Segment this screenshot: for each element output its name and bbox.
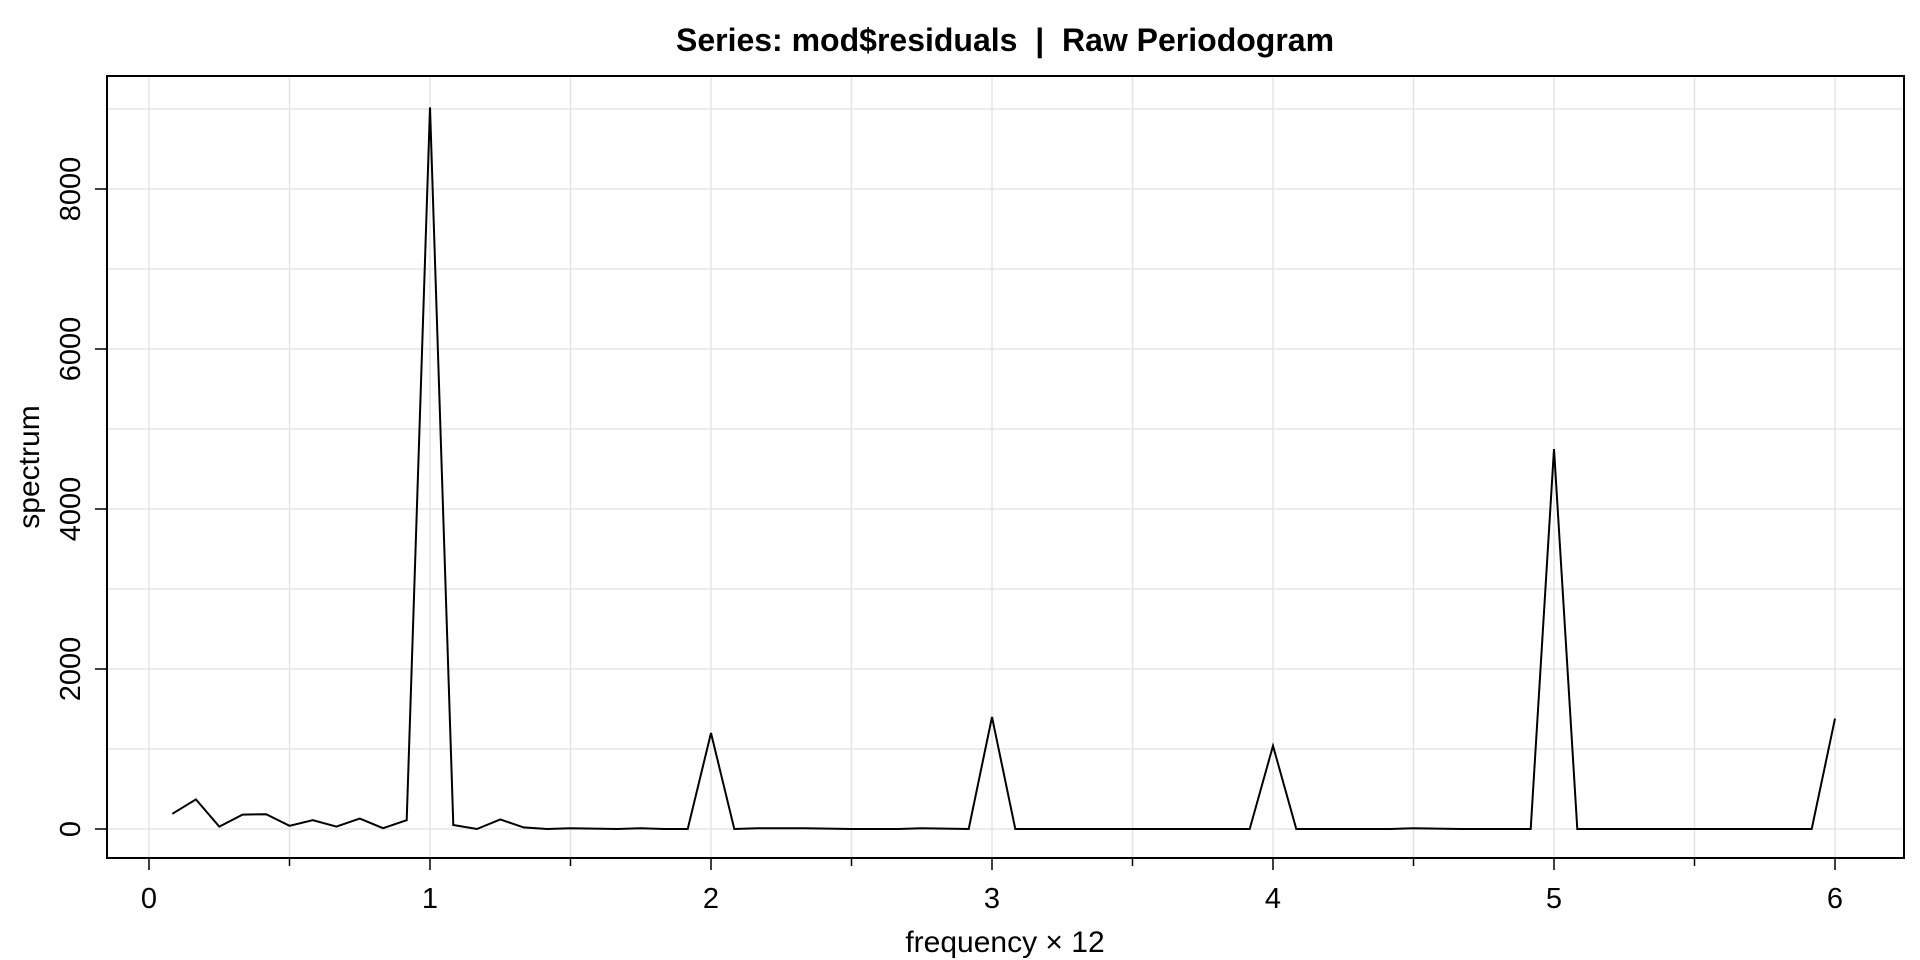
y-tick-label: 0 <box>55 821 87 837</box>
data-point <box>872 827 877 832</box>
x-tick-label: 6 <box>1827 883 1843 915</box>
data-point <box>193 797 198 802</box>
axes: 0 1 2 3 4 5 6 0 2000 4000 6000 8000 <box>55 157 1843 915</box>
data-point <box>217 824 222 829</box>
data-point <box>732 827 737 832</box>
data-point <box>451 823 456 828</box>
data-point <box>1036 827 1041 832</box>
y-tick-label: 2000 <box>55 637 87 702</box>
data-point <box>1434 826 1439 831</box>
data-point <box>1130 827 1135 832</box>
data-point <box>1715 827 1720 832</box>
data-point <box>1692 827 1697 832</box>
data-point <box>1341 827 1346 832</box>
x-tick-label: 4 <box>1265 883 1281 915</box>
data-point <box>287 823 292 828</box>
data-point <box>1200 827 1205 832</box>
data-point <box>1013 827 1018 832</box>
x-tick-label: 0 <box>141 883 157 915</box>
data-point <box>334 824 339 829</box>
data-point <box>849 827 854 832</box>
data-point <box>1645 827 1650 832</box>
data-point <box>966 827 971 832</box>
data-point <box>919 826 924 831</box>
data-point <box>1833 716 1838 721</box>
data-point <box>943 826 948 831</box>
data-point <box>1247 827 1252 832</box>
y-tick-label: 4000 <box>55 477 87 542</box>
data-point <box>1622 827 1627 832</box>
data-point <box>1505 827 1510 832</box>
data-point <box>498 817 503 822</box>
data-point <box>591 826 596 831</box>
series-group <box>170 105 1838 832</box>
data-point <box>896 827 901 832</box>
x-tick-label: 2 <box>703 883 719 915</box>
plot-frame <box>106 75 1905 859</box>
data-point <box>1317 827 1322 832</box>
data-point <box>1528 827 1533 832</box>
data-point <box>1153 827 1158 832</box>
x-tick-label: 3 <box>984 883 1000 915</box>
data-point <box>1481 827 1486 832</box>
data-point <box>381 826 386 831</box>
data-point <box>615 827 620 832</box>
data-point <box>1786 827 1791 832</box>
data-point <box>474 827 479 832</box>
data-point <box>1107 827 1112 832</box>
data-point <box>1575 827 1580 832</box>
data-point <box>638 826 643 831</box>
data-point <box>709 731 714 736</box>
data-point <box>755 826 760 831</box>
x-tick-label: 5 <box>1546 883 1562 915</box>
data-point <box>1552 447 1557 452</box>
x-axis-title: frequency × 12 <box>905 926 1104 959</box>
data-point <box>240 812 245 817</box>
x-tick-label: 1 <box>422 883 438 915</box>
data-point <box>1598 827 1603 832</box>
data-point <box>404 818 409 823</box>
data-point <box>357 816 362 821</box>
data-point <box>1739 827 1744 832</box>
data-point <box>990 715 995 720</box>
data-point <box>1271 743 1276 748</box>
y-tick-label: 8000 <box>55 157 87 222</box>
data-point <box>1060 827 1065 832</box>
data-point <box>1669 827 1674 832</box>
data-point <box>1411 826 1416 831</box>
data-point <box>545 827 550 832</box>
data-point <box>310 818 315 823</box>
data-point <box>521 825 526 830</box>
y-tick-label: 6000 <box>55 317 87 382</box>
data-point <box>685 827 690 832</box>
data-point <box>1458 827 1463 832</box>
data-point <box>1294 827 1299 832</box>
data-point <box>170 811 175 816</box>
data-point <box>1364 827 1369 832</box>
series-line <box>171 107 1836 831</box>
data-point <box>779 826 784 831</box>
data-point <box>568 826 573 831</box>
data-point <box>1083 827 1088 832</box>
data-point <box>428 105 433 110</box>
data-point <box>662 827 667 832</box>
data-point <box>826 826 831 831</box>
data-point <box>802 826 807 831</box>
data-point <box>1224 827 1229 832</box>
data-point <box>1388 827 1393 832</box>
data-point <box>1177 827 1182 832</box>
data-point <box>1809 827 1814 832</box>
grid-lines <box>107 76 1904 858</box>
data-point <box>264 812 269 817</box>
chart-title: Series: mod$residuals | Raw Periodogram <box>676 22 1334 58</box>
y-axis-title: spectrum <box>13 405 46 528</box>
data-point <box>1762 827 1767 832</box>
